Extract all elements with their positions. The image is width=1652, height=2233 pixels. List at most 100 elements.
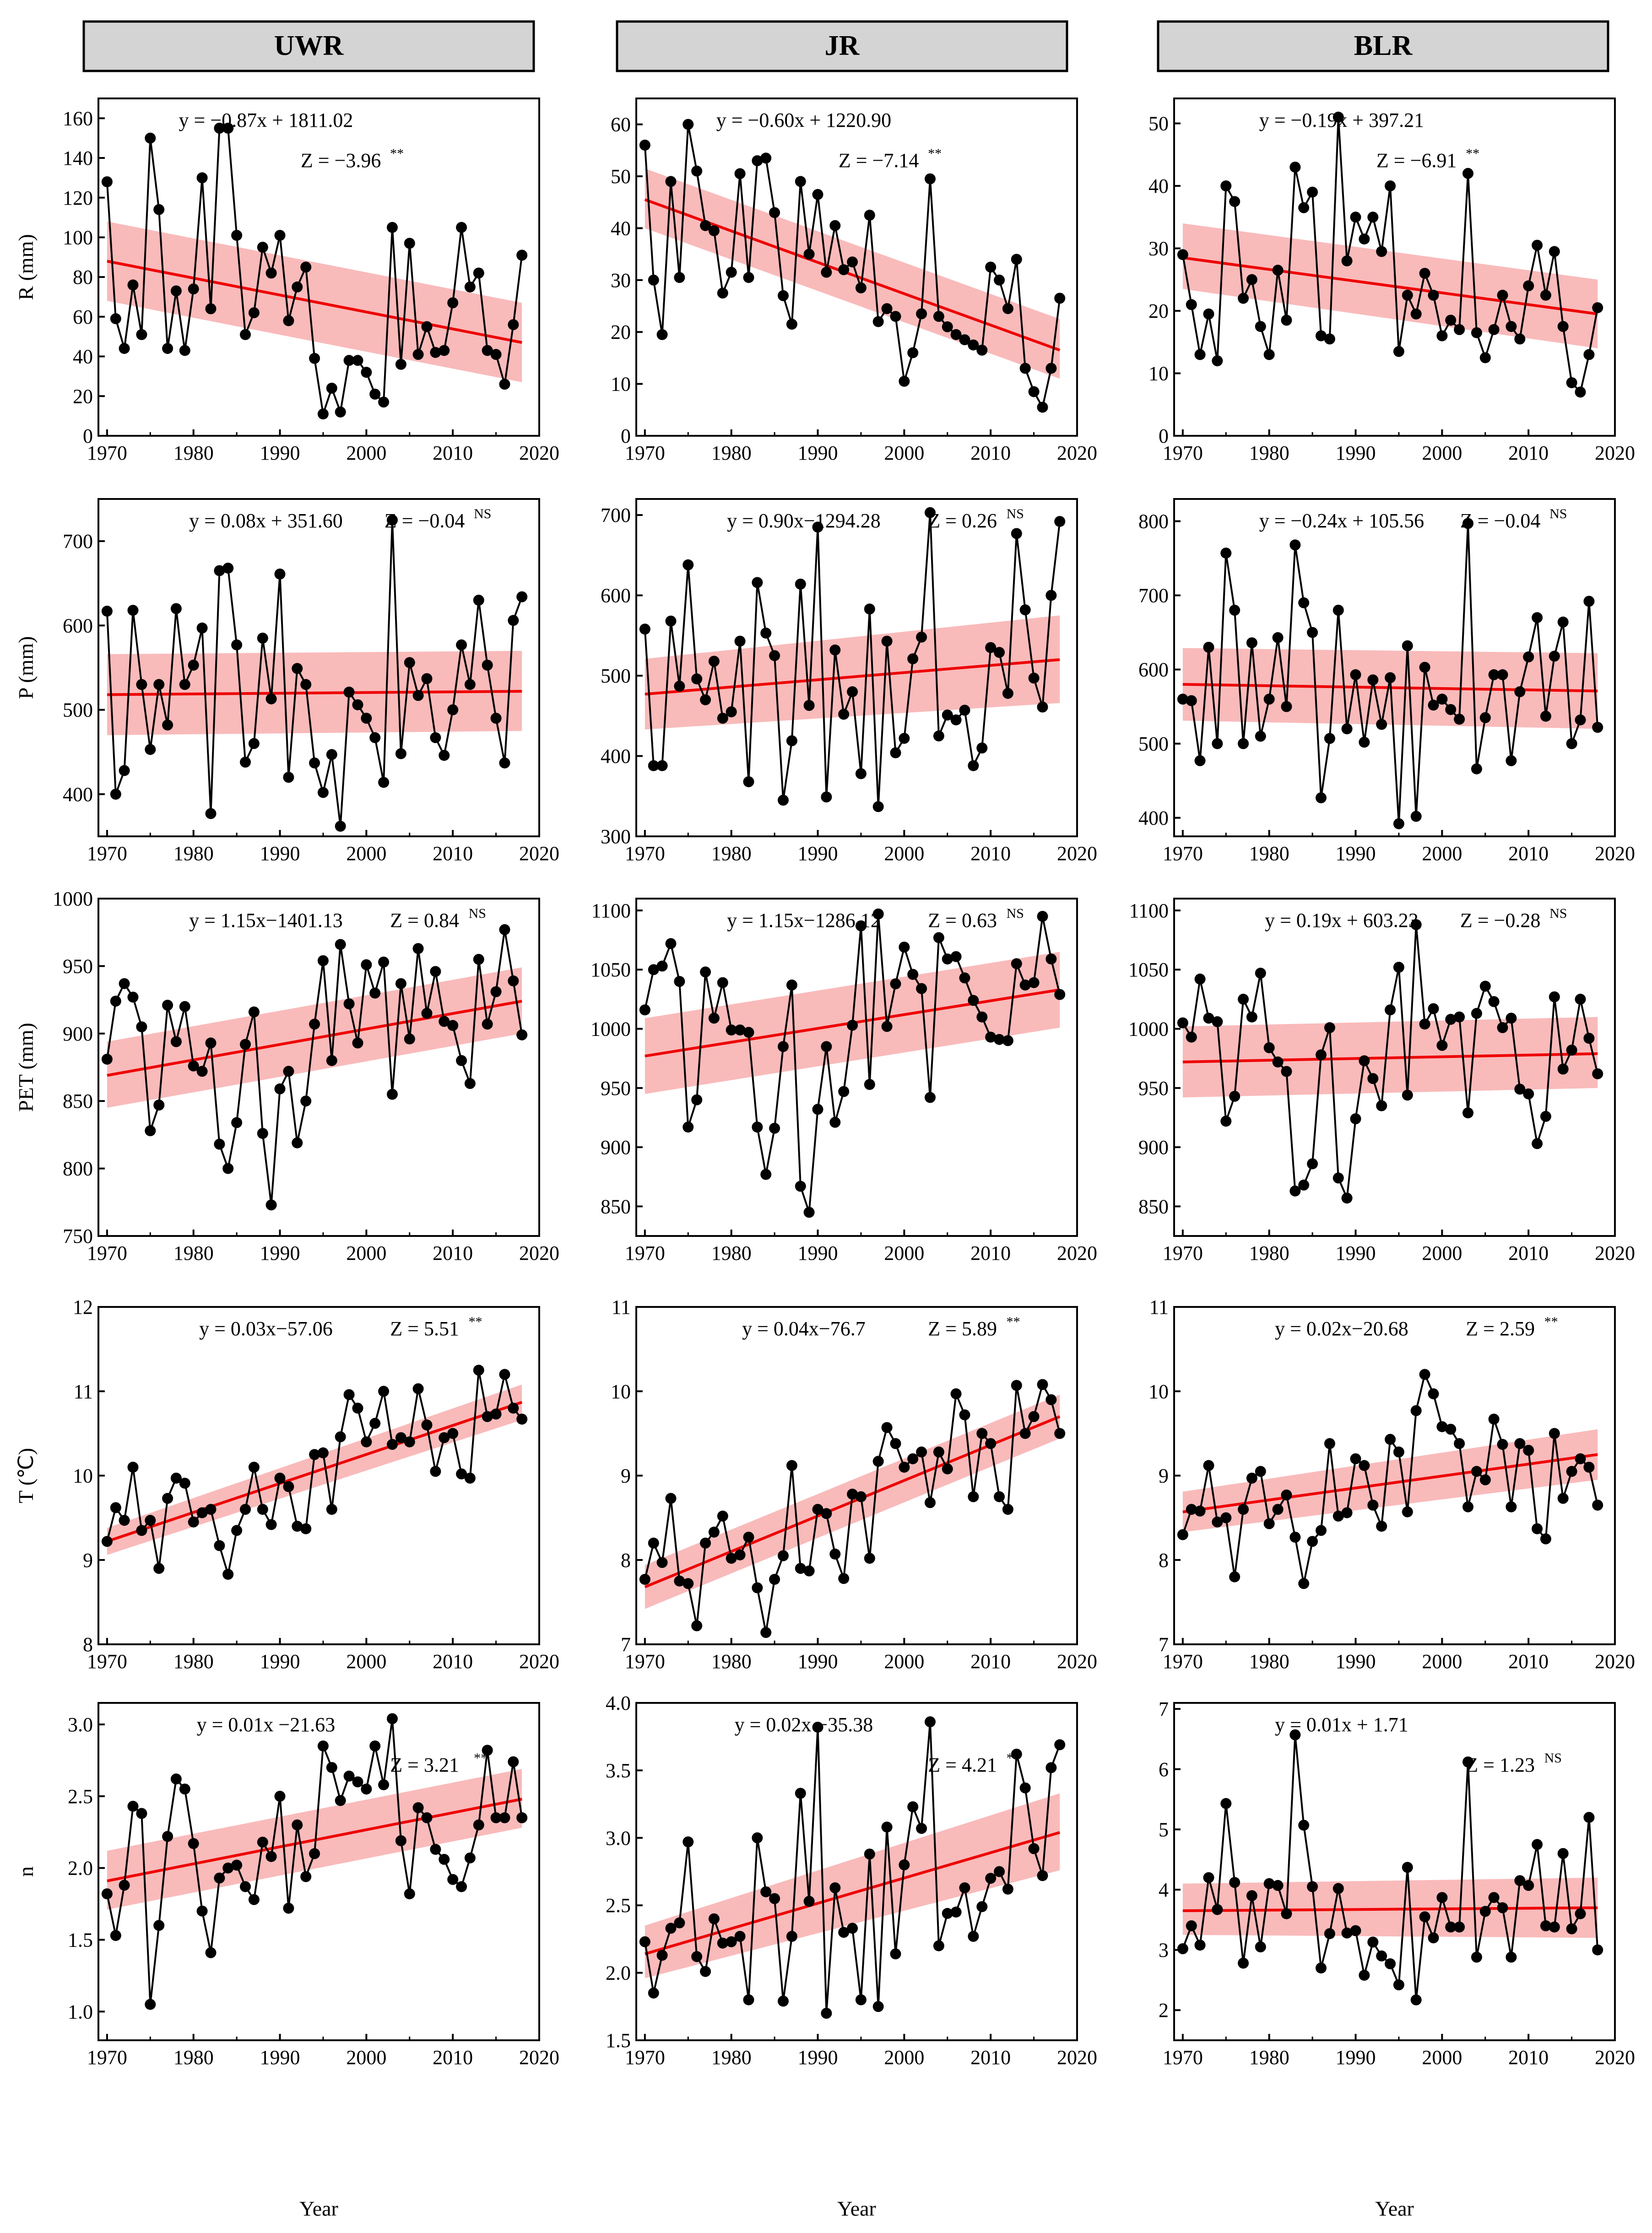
x-tick-label: 2000	[1422, 442, 1462, 464]
data-point	[1316, 1525, 1327, 1536]
data-point	[1566, 1466, 1577, 1477]
y-tick-label: 900	[63, 1023, 93, 1045]
data-point	[1462, 1501, 1473, 1512]
data-point	[1592, 1068, 1603, 1079]
panel-blr-n: 1970 1980 1990 2000 2010 2020 2 3 4 5 6 7 y = 0.01x …	[1159, 1698, 1635, 2069]
data-point	[369, 732, 381, 743]
data-point	[1289, 162, 1301, 173]
data-point	[855, 282, 867, 293]
data-point	[968, 995, 979, 1006]
data-point	[1514, 1084, 1526, 1095]
y-tick-label: 10	[1148, 1380, 1169, 1403]
x-tick-label: 2020	[1057, 1242, 1097, 1264]
data-point	[1488, 669, 1500, 680]
data-point	[959, 334, 970, 346]
data-point	[950, 951, 962, 962]
panel-uwr-pet: 1970 1980 1990 2000 2010 2020 750 800 850 900 950 1…	[53, 888, 559, 1264]
data-point	[1410, 1405, 1422, 1416]
y-tick-label: 400	[601, 745, 631, 768]
data-point	[1514, 686, 1526, 698]
x-tick-label: 2020	[1057, 2046, 1097, 2069]
data-point	[985, 1873, 997, 1884]
x-tick-label: 1980	[1249, 2046, 1289, 2069]
regression-equation: y = 1.15x−1286.12	[727, 909, 881, 932]
data-point	[153, 1100, 165, 1111]
header-uwr: UWR	[274, 30, 344, 61]
y-tick-label: 950	[601, 1077, 631, 1100]
x-tick-label: 1990	[1336, 2046, 1376, 2069]
data-point	[222, 1862, 234, 1874]
data-point	[274, 569, 286, 580]
data-point	[1177, 1017, 1188, 1029]
data-point	[231, 639, 243, 650]
data-point	[179, 345, 190, 356]
y-tick-label: 40	[611, 217, 631, 239]
data-point	[708, 656, 720, 667]
x-tick-label: 2010	[970, 2046, 1011, 2069]
header-box-blr	[1157, 20, 1609, 72]
data-point	[335, 1795, 346, 1806]
data-point	[153, 1920, 165, 1931]
data-point	[1532, 612, 1543, 623]
data-point	[847, 1489, 858, 1500]
y-tick-label: 120	[63, 187, 93, 209]
y-tick-label: 3.0	[606, 1827, 631, 1849]
data-point	[145, 744, 156, 755]
data-point	[674, 272, 685, 283]
regression-equation: y = 0.19x + 603.23	[1265, 909, 1419, 932]
x-tick-label: 1980	[711, 1242, 752, 1264]
regression-equation: y = 0.08x + 351.60	[189, 509, 343, 532]
data-point	[708, 225, 720, 237]
data-point	[447, 704, 459, 715]
data-point	[369, 1418, 381, 1429]
data-point	[265, 267, 277, 279]
data-point	[482, 1411, 493, 1422]
data-point	[1037, 701, 1048, 713]
data-point	[812, 189, 823, 200]
regression-equation: y = 0.03x−57.06	[199, 1317, 333, 1340]
data-point	[778, 1041, 789, 1052]
data-point	[1298, 1179, 1310, 1191]
data-point	[864, 603, 875, 615]
data-point	[1506, 1951, 1517, 1963]
data-point	[656, 329, 668, 340]
data-point	[231, 1859, 243, 1871]
data-point	[700, 694, 711, 705]
data-point	[648, 274, 659, 286]
data-point	[1359, 1460, 1370, 1471]
data-point	[1332, 1510, 1344, 1522]
data-point	[1203, 1013, 1214, 1024]
data-point	[682, 119, 694, 130]
data-point	[1436, 330, 1448, 341]
regression-equation: y = 0.02x −35.38	[735, 1713, 873, 1736]
x-tick-label: 1990	[798, 1650, 838, 1673]
data-point	[1054, 1428, 1066, 1439]
data-point	[309, 1848, 320, 1859]
data-point	[162, 719, 173, 731]
data-point	[1203, 642, 1214, 653]
data-point	[1238, 993, 1249, 1005]
data-point	[907, 969, 919, 980]
x-tick-label: 2020	[519, 842, 559, 865]
data-point	[795, 1181, 806, 1192]
data-point	[1177, 249, 1188, 260]
data-point	[1194, 973, 1206, 985]
data-point	[265, 1519, 277, 1530]
z-significance: **	[1007, 1751, 1020, 1766]
data-point	[395, 978, 406, 989]
data-point	[925, 1092, 936, 1103]
data-point	[1445, 704, 1457, 715]
data-point	[968, 1931, 979, 1942]
data-point	[760, 1886, 772, 1897]
data-point	[1255, 321, 1266, 332]
data-point	[343, 686, 355, 698]
z-statistic: Z = −0.04	[385, 509, 465, 532]
data-point	[803, 249, 815, 260]
data-point	[691, 1094, 703, 1106]
data-point	[1220, 1798, 1232, 1809]
data-point	[378, 396, 390, 408]
y-tick-label: 1100	[591, 900, 631, 922]
y-tick-label: 11	[1149, 1296, 1169, 1318]
y-tick-label: 60	[611, 114, 631, 136]
data-point	[838, 1086, 850, 1097]
